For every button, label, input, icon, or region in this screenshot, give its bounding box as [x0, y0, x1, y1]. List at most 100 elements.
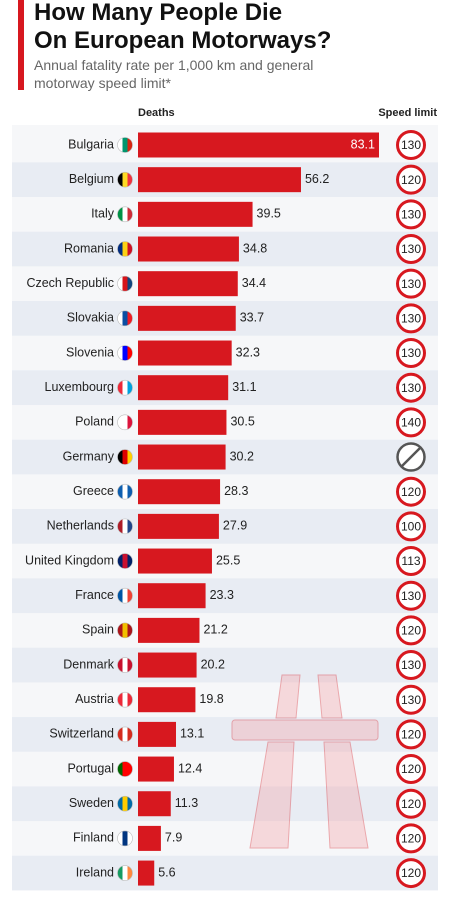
- flag-stripe: [117, 622, 123, 638]
- value-label: 28.3: [224, 484, 248, 498]
- category-label: Luxembourg: [45, 380, 115, 394]
- flag-stripe: [122, 657, 128, 673]
- flag-border: [117, 414, 133, 431]
- category-label: Italy: [91, 207, 115, 221]
- flag-stripe: [127, 241, 133, 257]
- chart-title: How Many People Die: [34, 0, 282, 26]
- speed-sign: [396, 823, 426, 854]
- flag-stripe: [122, 449, 128, 465]
- category-label: Sweden: [69, 796, 114, 810]
- value-label: 56.2: [305, 172, 329, 186]
- row-band: [12, 578, 438, 614]
- value-label: 83.1: [351, 137, 375, 151]
- flag-stripe: [122, 137, 128, 153]
- speed-sign: [396, 164, 426, 195]
- speed-sign: [396, 615, 426, 646]
- speed-sign: [396, 199, 426, 230]
- category-label: Romania: [64, 241, 114, 255]
- speed-sign: [396, 372, 426, 403]
- bar: [138, 756, 174, 782]
- flag-border: [117, 379, 133, 396]
- bar: [138, 652, 197, 678]
- bar: [138, 375, 229, 401]
- category-label: Austria: [75, 692, 114, 706]
- speed-limit: 130: [401, 693, 421, 707]
- speed-sign: [396, 858, 426, 889]
- speed-limit: 120: [401, 832, 421, 846]
- flag-stripe: [122, 830, 128, 846]
- speed-sign: [396, 650, 426, 681]
- flag-stripe: [122, 345, 128, 361]
- speed-limit: 130: [401, 277, 421, 291]
- category-label: Switzerland: [49, 727, 114, 741]
- bar: [138, 201, 253, 227]
- speed-sign: [396, 303, 426, 334]
- value-label: 30.2: [230, 449, 254, 463]
- bar: [138, 444, 226, 470]
- flag-stripe: [127, 588, 133, 604]
- flag-stripe: [117, 588, 123, 604]
- flag-border: [117, 206, 133, 223]
- flag-stripe: [127, 276, 133, 292]
- flag-stripe: [127, 172, 133, 188]
- flag-stripe: [127, 206, 133, 222]
- flag-stripe: [117, 206, 123, 222]
- rows: Bulgaria 83.1 130 Belgium 56.2 120 Italy 39.5 13…: [12, 130, 438, 891]
- category-label: Finland: [73, 831, 114, 845]
- chart-subtitle: motorway speed limit*: [34, 75, 171, 91]
- flag-stripe: [122, 761, 128, 777]
- category-label: Portugal: [67, 761, 114, 775]
- bar: [138, 167, 301, 193]
- bar: [138, 617, 200, 643]
- flag-stripe: [117, 553, 123, 569]
- value-label: 34.8: [243, 241, 267, 255]
- flag-stripe: [122, 622, 128, 638]
- flag-stripe: [127, 484, 133, 500]
- speed-sign: [396, 511, 426, 542]
- flag-stripe: [127, 622, 133, 638]
- speed-limit: 130: [401, 589, 421, 603]
- flag-stripe: [127, 726, 133, 742]
- category-label: Poland: [75, 415, 114, 429]
- flag-stripe: [117, 137, 123, 153]
- flag-border: [117, 449, 133, 465]
- speed-limit: 130: [401, 312, 421, 326]
- value-label: 19.8: [199, 692, 223, 706]
- speed-limit: 130: [401, 208, 421, 222]
- flag-stripe: [127, 830, 133, 846]
- speed-limit: 120: [401, 173, 421, 187]
- flag-stripe: [122, 380, 128, 396]
- speed-sign: [396, 754, 426, 785]
- bar: [138, 305, 236, 331]
- flag-border: [117, 761, 133, 777]
- flag-border: [117, 275, 133, 292]
- speed-sign: [396, 338, 426, 369]
- flag-stripe: [117, 449, 123, 465]
- speed-sign: [396, 407, 426, 438]
- no-limit-slash: [401, 447, 421, 467]
- speed-limit: 100: [401, 520, 421, 534]
- flag-border: [117, 553, 133, 569]
- flag-stripe: [122, 484, 128, 500]
- flag-stripe: [117, 865, 123, 881]
- flag-stripe: [127, 345, 133, 361]
- flag-stripe: [127, 761, 133, 777]
- flag-stripe: [117, 345, 123, 361]
- bar: [138, 825, 161, 851]
- flag-stripe: [127, 865, 133, 881]
- column-header: Deaths: [138, 107, 175, 119]
- speed-limit: 120: [401, 797, 421, 811]
- flag-border: [117, 241, 133, 257]
- speed-limit: 120: [401, 728, 421, 742]
- category-label: Greece: [73, 484, 114, 498]
- flag-stripe: [122, 865, 128, 881]
- speed-limit: 130: [401, 138, 421, 152]
- chart-title: On European Motorways?: [34, 27, 331, 54]
- bar: [138, 860, 155, 886]
- flag-stripe: [117, 761, 123, 777]
- category-label: Ireland: [76, 865, 114, 879]
- flag-stripe: [122, 553, 128, 569]
- flag-stripe: [117, 830, 123, 846]
- chart-subtitle: Annual fatality rate per 1,000 km and ge…: [34, 57, 313, 73]
